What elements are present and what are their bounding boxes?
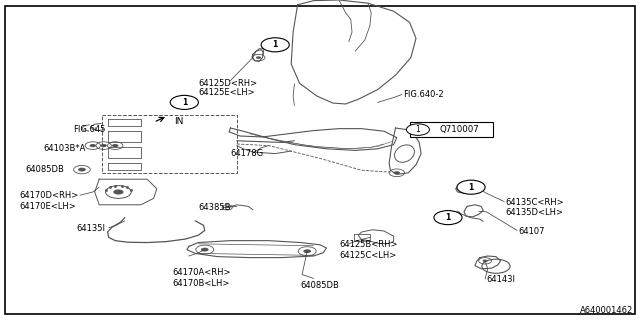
Text: 64085DB: 64085DB <box>26 165 65 174</box>
Circle shape <box>457 180 485 194</box>
Circle shape <box>303 249 311 253</box>
Text: 64125E<LH>: 64125E<LH> <box>198 88 255 97</box>
Text: 64385B: 64385B <box>198 204 231 212</box>
Text: 64125B<RH>: 64125B<RH> <box>339 240 397 249</box>
Text: 64125C<LH>: 64125C<LH> <box>339 251 396 260</box>
Text: 64135C<RH>: 64135C<RH> <box>506 198 564 207</box>
Text: 1: 1 <box>445 213 451 222</box>
Text: 64178G: 64178G <box>230 149 264 158</box>
Text: 64085DB: 64085DB <box>301 281 340 290</box>
Text: 1: 1 <box>273 40 278 49</box>
Circle shape <box>201 248 209 252</box>
Circle shape <box>113 189 124 195</box>
Circle shape <box>78 168 86 172</box>
Circle shape <box>394 171 400 174</box>
Circle shape <box>434 211 462 225</box>
Text: 64170E<LH>: 64170E<LH> <box>19 202 76 211</box>
Circle shape <box>112 144 118 147</box>
Text: A640001462: A640001462 <box>580 306 634 315</box>
Text: 64135I: 64135I <box>77 224 106 233</box>
Circle shape <box>483 260 488 262</box>
Text: 1: 1 <box>468 183 474 192</box>
Text: 1: 1 <box>415 125 420 134</box>
Text: 64143I: 64143I <box>486 276 515 284</box>
Circle shape <box>170 95 198 109</box>
Circle shape <box>90 144 96 147</box>
Circle shape <box>261 38 289 52</box>
Text: 64170D<RH>: 64170D<RH> <box>19 191 79 200</box>
Circle shape <box>100 144 107 147</box>
Text: 64170B<LH>: 64170B<LH> <box>173 279 230 288</box>
Bar <box>410 122 493 137</box>
Circle shape <box>256 56 261 59</box>
Text: 64107: 64107 <box>518 228 545 236</box>
Text: Q710007: Q710007 <box>440 125 479 134</box>
Text: 64135D<LH>: 64135D<LH> <box>506 208 564 217</box>
Text: 64125D<RH>: 64125D<RH> <box>198 79 257 88</box>
Text: 64103B*A: 64103B*A <box>44 144 86 153</box>
Text: 64170A<RH>: 64170A<RH> <box>173 268 231 277</box>
Text: 1: 1 <box>182 98 187 107</box>
Text: IN: IN <box>174 117 184 126</box>
Text: FIG.640-2: FIG.640-2 <box>403 90 444 99</box>
Circle shape <box>406 124 429 135</box>
Text: FIG.645: FIG.645 <box>74 125 106 134</box>
